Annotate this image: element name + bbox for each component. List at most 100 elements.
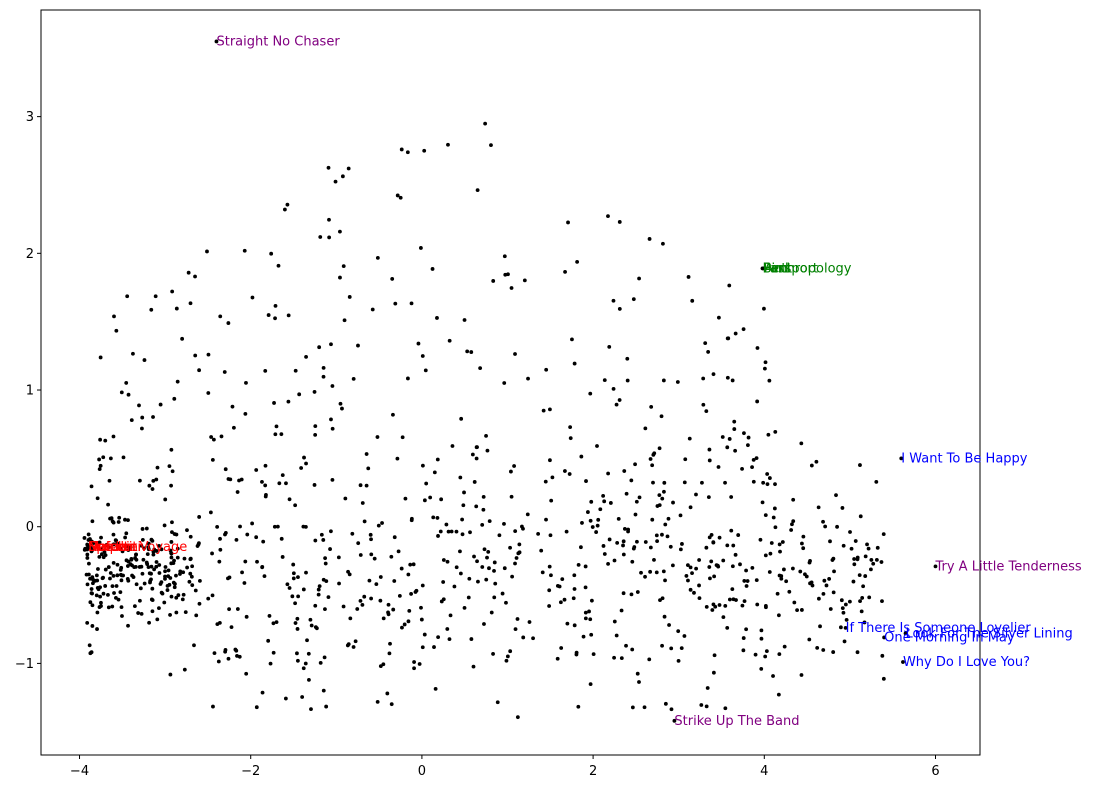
annotated-point	[901, 660, 905, 664]
data-point	[759, 628, 764, 633]
data-point	[276, 263, 281, 268]
point-annotation: Try A Little Tenderness	[934, 559, 1081, 574]
annotated-point	[214, 39, 219, 44]
data-point	[652, 451, 657, 456]
x-tick-label: 6	[931, 764, 939, 779]
data-point	[181, 570, 186, 575]
data-point	[879, 560, 884, 564]
data-point	[218, 314, 223, 319]
data-point	[643, 574, 647, 579]
data-point	[398, 195, 403, 200]
data-point	[149, 564, 154, 569]
data-point	[828, 607, 833, 611]
data-point	[237, 478, 241, 483]
data-point	[110, 604, 115, 609]
data-point	[723, 480, 727, 485]
data-point	[360, 501, 365, 505]
data-point	[614, 402, 619, 407]
data-point	[799, 441, 804, 446]
data-point	[446, 529, 451, 534]
data-point	[589, 632, 594, 637]
data-point	[755, 602, 760, 607]
data-point	[98, 355, 103, 360]
data-point	[763, 654, 768, 659]
data-point	[124, 544, 129, 549]
data-point	[504, 600, 508, 605]
data-point	[293, 503, 298, 508]
data-point	[193, 353, 198, 358]
data-point	[238, 524, 242, 529]
data-point	[711, 670, 716, 675]
data-point	[492, 560, 497, 565]
data-point	[381, 616, 386, 621]
data-point	[790, 522, 794, 527]
data-point	[165, 588, 170, 592]
data-point	[688, 565, 693, 570]
data-point	[880, 599, 884, 604]
data-point	[120, 614, 124, 618]
data-point	[169, 551, 174, 555]
data-point	[337, 581, 341, 586]
data-point	[780, 540, 785, 544]
data-point	[406, 572, 411, 577]
data-point	[663, 578, 667, 583]
point-annotation: Pent	[763, 261, 792, 276]
data-point	[707, 447, 712, 452]
data-point	[147, 620, 151, 625]
data-point	[660, 643, 664, 648]
data-point	[282, 207, 287, 212]
data-point	[150, 487, 155, 491]
data-point	[682, 634, 687, 638]
data-point	[342, 318, 347, 323]
data-point	[706, 350, 711, 354]
data-point	[189, 574, 194, 579]
data-point	[124, 381, 129, 385]
data-point	[579, 454, 584, 459]
data-point	[140, 571, 145, 576]
data-point	[321, 538, 326, 542]
data-point	[175, 555, 180, 560]
data-point	[665, 534, 670, 539]
data-point	[723, 603, 728, 608]
data-point	[758, 537, 763, 542]
data-point	[678, 547, 683, 552]
data-point	[615, 540, 620, 545]
data-point	[168, 576, 173, 580]
point-annotation: Straight No Chaser	[216, 34, 340, 49]
data-point	[474, 504, 479, 509]
data-point	[208, 510, 213, 515]
data-point	[412, 660, 416, 664]
data-point	[115, 573, 120, 578]
data-point	[211, 704, 215, 709]
data-point	[438, 529, 443, 534]
data-point	[767, 378, 772, 383]
data-point	[441, 597, 446, 602]
data-point	[631, 297, 636, 302]
data-point	[471, 664, 476, 669]
data-point	[170, 289, 175, 294]
data-point	[576, 704, 581, 709]
data-point	[650, 463, 655, 468]
data-point	[169, 483, 173, 488]
data-point	[182, 556, 187, 561]
data-point	[547, 604, 552, 608]
data-point	[399, 147, 404, 152]
data-point	[777, 652, 782, 657]
data-point	[97, 554, 102, 559]
data-point	[683, 457, 688, 462]
data-point	[611, 298, 616, 303]
x-tick-label: 2	[589, 764, 597, 779]
data-point	[622, 526, 627, 531]
data-point	[733, 448, 738, 453]
point-annotation: Why Do I Love You?	[903, 655, 1030, 670]
data-point	[145, 552, 150, 556]
data-point	[148, 579, 153, 583]
data-point	[409, 301, 414, 306]
data-point	[108, 576, 112, 581]
data-point	[126, 518, 130, 523]
data-point	[484, 577, 489, 582]
data-point	[108, 516, 112, 521]
data-point	[624, 643, 628, 648]
data-point	[596, 517, 601, 522]
data-point	[296, 575, 300, 580]
